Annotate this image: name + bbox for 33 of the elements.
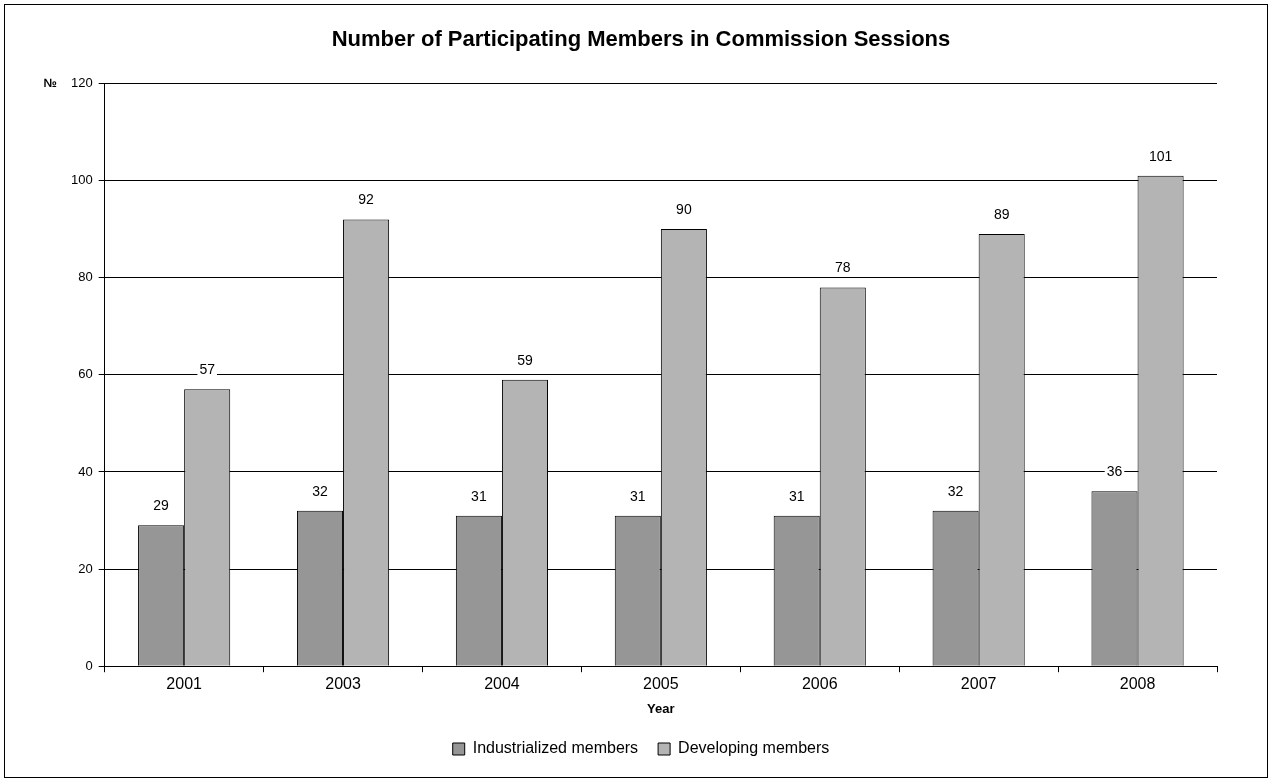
- y-tick-label: 120: [70, 74, 93, 90]
- x-tick-label: 2003: [325, 675, 361, 693]
- data-label: 32: [947, 482, 964, 499]
- data-label: 32: [312, 482, 328, 499]
- data-label: 78: [835, 259, 851, 276]
- data-label: 31: [788, 487, 805, 504]
- y-tick-label: 60: [78, 366, 93, 382]
- data-label: 57: [199, 361, 216, 378]
- data-label: 89: [993, 205, 1010, 222]
- data-label: 90: [676, 200, 692, 217]
- x-tick-label: 2007: [960, 675, 997, 693]
- data-label: 29: [153, 497, 170, 514]
- legend-label: Developing members: [678, 739, 830, 757]
- data-label: 31: [630, 487, 646, 504]
- data-label: 36: [1106, 463, 1123, 480]
- data-label: 101: [1148, 147, 1173, 164]
- chart-title: Number of Participating Members in Commission Sessions: [331, 26, 951, 52]
- data-label: 92: [358, 191, 375, 208]
- y-tick-label: 40: [78, 463, 93, 479]
- y-tick-label: 100: [70, 172, 93, 188]
- y-tick-label: 80: [78, 269, 93, 285]
- x-tick-label: 2008: [1119, 675, 1156, 693]
- data-label: 31: [471, 487, 487, 504]
- x-axis-title: Year: [647, 700, 675, 716]
- x-tick-label: 2001: [166, 675, 203, 693]
- x-tick-label: 2005: [643, 675, 679, 693]
- y-tick-label: 20: [78, 560, 93, 576]
- x-tick-label: 2006: [801, 675, 838, 693]
- y-axis-title: №: [43, 75, 57, 90]
- legend-label: Industrialized members: [472, 739, 639, 757]
- data-label: 59: [517, 351, 533, 368]
- x-tick-label: 2004: [484, 675, 520, 693]
- y-tick-label: 0: [85, 657, 93, 673]
